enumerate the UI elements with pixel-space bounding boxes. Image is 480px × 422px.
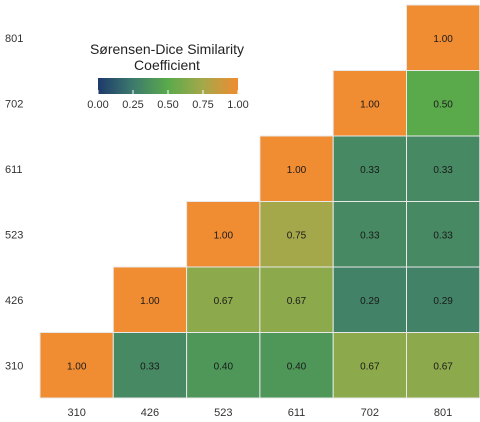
- cell-value-label-611-426: 0.67: [287, 296, 307, 307]
- cell-value-label-310-310: 1.00: [67, 361, 87, 372]
- heatmap-cell-611-611: [259, 135, 334, 202]
- heatmap-cell-801-702: [406, 70, 480, 137]
- legend-ticks: 0.00 0.25 0.50 0.75 1.00: [87, 90, 249, 111]
- heatmap-cell-611-426: [259, 266, 334, 333]
- cell-value-label-801-426: 0.29: [433, 296, 453, 307]
- heatmap-cell-702-310: [332, 332, 408, 399]
- x-tick-label-310: 310: [68, 407, 86, 419]
- cell-value-label-426-426: 1.00: [140, 296, 160, 307]
- cell-value-label-702-702: 1.00: [360, 99, 380, 110]
- heatmap-cell-310-310: [39, 332, 114, 399]
- cell-value-label-801-702: 0.50: [433, 99, 453, 110]
- cell-value-label-702-310: 0.67: [360, 361, 380, 372]
- y-axis-tick-labels: 310 426 523 611 702 801: [5, 33, 23, 372]
- cell-value-label-801-310: 0.67: [433, 361, 453, 372]
- cell-value-label-801-801: 1.00: [433, 34, 453, 45]
- y-tick-label-426: 426: [5, 295, 23, 307]
- x-axis-tick-labels: 310 426 523 611 702 801: [68, 407, 453, 419]
- y-tick-label-801: 801: [5, 33, 23, 45]
- cell-value-label-611-310: 0.40: [287, 361, 307, 372]
- y-tick-label-611: 611: [5, 164, 23, 176]
- x-tick-label-801: 801: [434, 407, 452, 419]
- heatmap-cell-702-426: [332, 266, 408, 333]
- heatmap-cells: 1.00 0.33 0.40 0.40 0.67 0.67 1.00 0.67 0.67 0.29…: [39, 4, 480, 399]
- x-tick-label-611: 611: [288, 407, 306, 419]
- heatmap-cell-801-611: [406, 135, 480, 202]
- cell-value-label-611-523: 0.75: [287, 230, 307, 241]
- cell-value-label-426-310: 0.33: [140, 361, 160, 372]
- cell-value-label-523-426: 0.67: [214, 296, 234, 307]
- cell-value-label-702-611: 0.33: [360, 165, 380, 176]
- y-tick-label-523: 523: [5, 229, 23, 241]
- heatmap-cell-523-426: [186, 266, 261, 333]
- heatmap-cell-801-310: [406, 332, 480, 399]
- heatmap-cell-426-426: [112, 266, 188, 333]
- legend-tick-label-0.00: 0.00: [87, 99, 108, 111]
- cell-value-label-611-611: 1.00: [287, 165, 307, 176]
- legend-title-line2: Coefficient: [134, 57, 200, 73]
- x-tick-label-426: 426: [141, 407, 159, 419]
- heatmap-cell-702-702: [332, 70, 408, 137]
- heatmap-cell-611-310: [259, 332, 334, 399]
- legend-tick-label-0.50: 0.50: [157, 99, 178, 111]
- cell-value-label-702-426: 0.29: [360, 296, 380, 307]
- legend-title-line1: Sørensen-Dice Similarity: [90, 41, 244, 57]
- legend-tick-label-0.75: 0.75: [192, 99, 213, 111]
- x-tick-label-523: 523: [214, 407, 232, 419]
- y-tick-label-310: 310: [5, 360, 23, 372]
- heatmap-cell-426-310: [112, 332, 188, 399]
- cell-value-label-523-310: 0.40: [214, 361, 234, 372]
- cell-value-label-523-523: 1.00: [214, 230, 234, 241]
- legend-tick-label-1.00: 1.00: [227, 99, 248, 111]
- cell-value-label-801-523: 0.33: [433, 230, 453, 241]
- heatmap-cell-523-523: [186, 201, 261, 268]
- heatmap-cell-801-801: [406, 4, 480, 71]
- x-tick-label-702: 702: [361, 407, 379, 419]
- legend-tick-label-0.25: 0.25: [122, 99, 143, 111]
- color-legend: Sørensen-Dice Similarity Coefficient 0.0…: [87, 41, 248, 111]
- cell-value-label-801-611: 0.33: [433, 165, 453, 176]
- heatmap-cell-702-611: [332, 135, 408, 202]
- cell-value-label-702-523: 0.33: [360, 230, 380, 241]
- y-tick-label-702: 702: [5, 98, 23, 110]
- heatmap-cell-611-523: [259, 201, 334, 268]
